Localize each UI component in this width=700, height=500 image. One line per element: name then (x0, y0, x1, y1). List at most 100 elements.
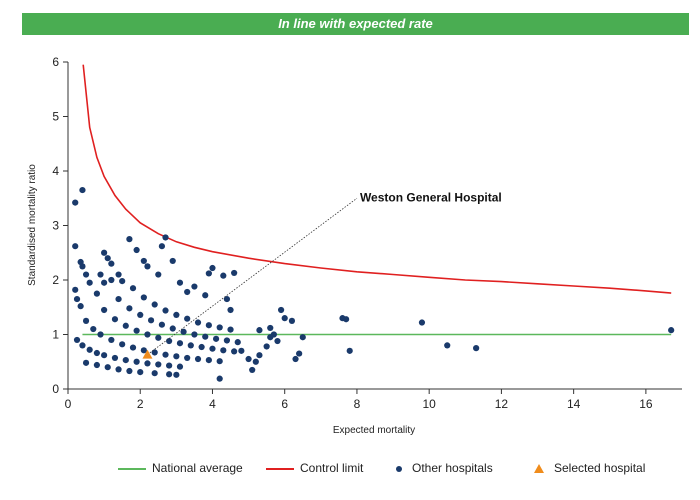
other-hospital-point (137, 369, 144, 376)
other-hospital-point (223, 295, 231, 303)
other-hospital-point (126, 236, 133, 243)
other-hospital-point (115, 366, 122, 373)
x-tick-label: 2 (137, 397, 144, 411)
control-limit-swatch (266, 467, 294, 470)
other-hospital-point (184, 288, 191, 296)
x-tick-label: 8 (354, 397, 361, 411)
x-tick-label: 0 (65, 397, 72, 411)
y-axis-label: Standardised mortality ratio (27, 164, 38, 286)
y-tick-label: 4 (52, 164, 59, 178)
other-hospital-point (101, 249, 108, 256)
other-hospital-point (173, 353, 180, 360)
other-hospital-point (292, 355, 299, 363)
other-hospital-point (104, 255, 111, 262)
other-hospital-point (73, 336, 81, 344)
other-hospital-point (72, 286, 79, 293)
x-tick-label: 10 (422, 397, 436, 411)
legend-label: National average (152, 461, 243, 475)
other-hospital-point (158, 243, 166, 250)
chart-marks: Weston General Hospital (72, 64, 675, 382)
legend-label: Selected hospital (554, 461, 646, 475)
other-hospital-point (97, 331, 104, 338)
other-hospital-point (216, 375, 223, 382)
x-tick-label: 4 (209, 397, 216, 411)
other-hospital-point (140, 257, 147, 265)
other-hospital-point (194, 355, 202, 363)
other-hospital-point (173, 371, 180, 378)
x-tick-label: 14 (567, 397, 581, 411)
other-hospital-point (209, 345, 216, 352)
other-hospital-point (122, 357, 129, 364)
other-hospital-point (137, 311, 144, 318)
y-tick-label: 5 (52, 110, 59, 124)
legend-selected-hospital: Selected hospital (534, 458, 645, 478)
other-hospital-point (101, 306, 108, 314)
other-hospital-point (212, 335, 220, 342)
other-hospital-point (267, 324, 274, 332)
other-hospital-point (205, 357, 212, 364)
other-hospital-point (101, 279, 108, 286)
other-hospital-point (108, 336, 115, 344)
other-hospital-point (166, 337, 173, 345)
other-hospital-point (473, 345, 480, 352)
other-hospital-point (220, 272, 227, 279)
other-hospital-point (184, 354, 191, 362)
other-hospital-point (77, 303, 84, 310)
other-hospital-point (93, 349, 100, 357)
other-hospital-point (256, 327, 263, 334)
other-hospital-point (155, 361, 162, 368)
annotation-leader-line (147, 197, 358, 355)
other-hospital-point (111, 354, 119, 362)
other-hospital-point (191, 331, 198, 338)
other-hospital-point (151, 301, 158, 308)
other-hospital-point (238, 347, 245, 354)
other-hospital-point (176, 340, 184, 347)
other-hospital-point (129, 344, 137, 351)
x-tick-label: 12 (495, 397, 509, 411)
other-hospital-point (144, 331, 151, 338)
other-hospital-point (209, 264, 216, 272)
other-hospital-point (198, 343, 205, 351)
other-hospital-point (169, 257, 176, 265)
other-hospital-point (73, 295, 81, 303)
selected-hospital-label: Weston General Hospital (360, 190, 502, 204)
other-hospital-point (126, 367, 133, 375)
x-axis-label: Expected mortality (333, 425, 415, 436)
other-hospital-point (144, 360, 151, 367)
other-hospital-point (256, 352, 263, 359)
other-hospital-point (86, 346, 93, 353)
other-hospital-point (263, 343, 270, 350)
other-hospital-point (249, 366, 256, 374)
other-hospital-point (173, 311, 180, 318)
other-hospital-point (418, 319, 426, 326)
other-hospital-point (444, 342, 451, 349)
other-hospital-point (299, 334, 306, 341)
legend-control-limit: Control limit (266, 458, 363, 478)
other-hospital-point (140, 294, 147, 301)
y-tick-label: 2 (52, 273, 59, 287)
other-hospital-point (140, 347, 147, 354)
other-hospital-point (151, 349, 158, 356)
other-hospital-point (216, 358, 223, 365)
legend-national-average: National average (118, 458, 243, 478)
legend-other-hospitals: Other hospitals (396, 458, 493, 478)
control-limit-curve (82, 64, 672, 294)
other-hospital-point (166, 362, 173, 369)
other-hospital-point (82, 317, 90, 324)
other-hospital-point (158, 321, 166, 328)
other-hospital-point (119, 341, 126, 348)
other-hospital-point (277, 306, 285, 314)
other-hospital-point (169, 325, 176, 332)
other-hospital-point (270, 331, 277, 338)
other-hospital-point (202, 292, 209, 299)
other-hospital-point (220, 347, 227, 354)
other-hospital-point (252, 358, 259, 365)
other-hospital-point (176, 363, 184, 370)
other-hospital-point (126, 305, 133, 312)
other-hospital-point (144, 263, 151, 270)
other-hospital-point (79, 263, 86, 270)
status-banner: In line with expected rate (22, 13, 689, 35)
other-hospital-point (72, 243, 79, 250)
other-hospital-point (101, 352, 108, 359)
